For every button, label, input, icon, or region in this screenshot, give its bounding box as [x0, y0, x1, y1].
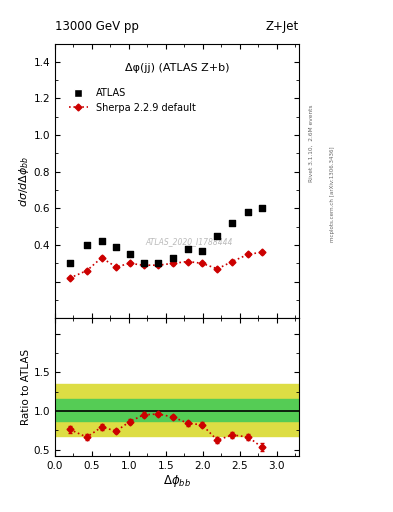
Point — [199, 246, 205, 254]
Point — [140, 259, 147, 267]
Text: mcplots.cern.ch [arXiv:1306.3436]: mcplots.cern.ch [arXiv:1306.3436] — [330, 147, 335, 242]
Y-axis label: Ratio to ATLAS: Ratio to ATLAS — [21, 349, 31, 425]
Point — [155, 259, 162, 267]
Text: ATLAS_2020_I1788444: ATLAS_2020_I1788444 — [145, 237, 233, 246]
Point — [185, 245, 191, 253]
Legend: ATLAS, Sherpa 2.2.9 default: ATLAS, Sherpa 2.2.9 default — [65, 84, 200, 117]
Text: Rivet 3.1.10,  2.6M events: Rivet 3.1.10, 2.6M events — [309, 104, 314, 182]
Point — [245, 208, 252, 216]
Point — [84, 241, 90, 249]
Point — [170, 254, 176, 262]
Point — [127, 250, 133, 258]
Text: Z+Jet: Z+Jet — [265, 20, 299, 33]
Text: Δφ(jj) (ATLAS Z+b): Δφ(jj) (ATLAS Z+b) — [125, 63, 229, 73]
Point — [113, 243, 119, 251]
Point — [229, 219, 235, 227]
Text: 13000 GeV pp: 13000 GeV pp — [55, 20, 139, 33]
Point — [98, 237, 105, 245]
Point — [259, 204, 265, 212]
Point — [214, 232, 220, 240]
Point — [67, 259, 73, 267]
Y-axis label: $d\sigma/d\Delta\phi_{bb}$: $d\sigma/d\Delta\phi_{bb}$ — [17, 155, 31, 206]
X-axis label: $\Delta\phi_{bb}$: $\Delta\phi_{bb}$ — [163, 473, 191, 489]
